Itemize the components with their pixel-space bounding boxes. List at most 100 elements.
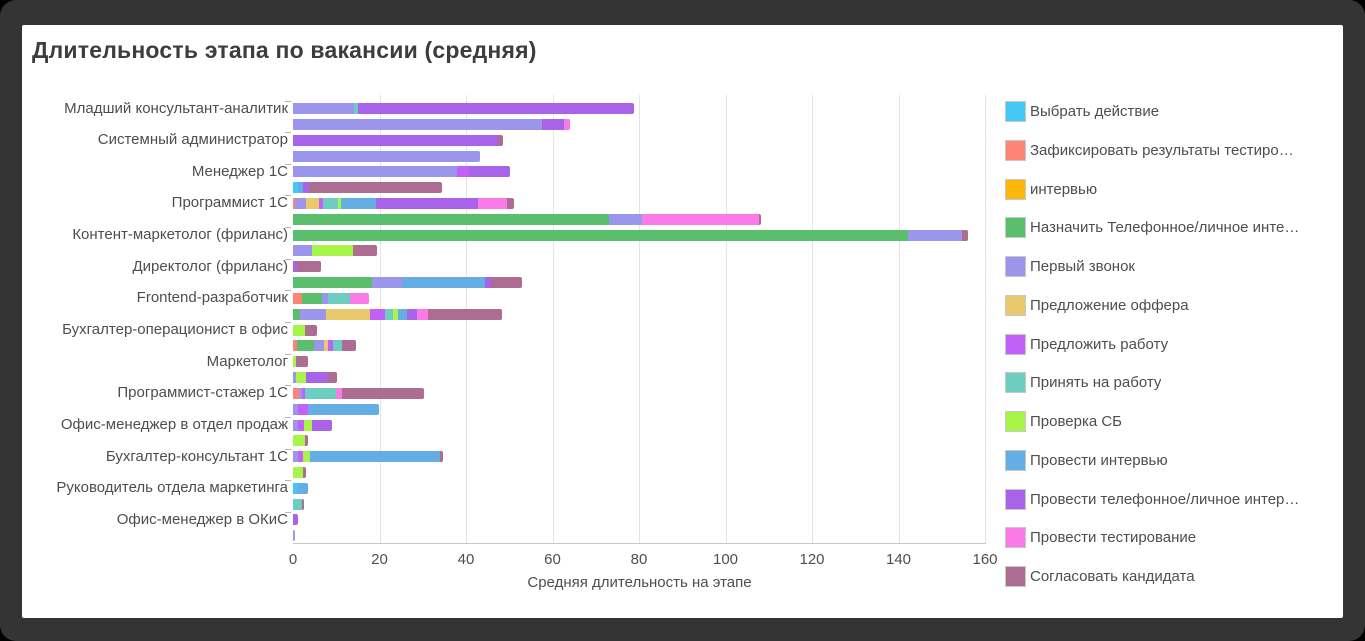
bar-row[interactable] [293,166,511,178]
bar-segment-soglasovat[interactable] [296,261,322,273]
bar-segment-sb[interactable] [312,245,354,257]
bar-row[interactable] [293,419,333,431]
bar-segment-prov_tel[interactable] [312,419,333,431]
bar-segment-sb[interactable] [293,467,304,478]
bar-row[interactable] [293,182,442,194]
bar-row[interactable] [293,324,318,336]
bar-row[interactable] [293,372,337,384]
bar-segment-prov_tel[interactable] [375,197,479,209]
bar-segment-sb[interactable] [296,372,306,384]
legend-item-zafix[interactable]: Зафиксировать результаты тестиро… [1005,139,1294,161]
bar-segment-offer[interactable] [325,308,370,320]
bar-segment-prov_tel[interactable] [293,261,297,273]
bar-segment-prov_interv[interactable] [296,482,309,494]
bar-segment-predlozhit[interactable] [297,419,305,431]
bar-segment-prinyat[interactable] [293,498,303,510]
bar-segment-predlozhit[interactable] [297,451,304,463]
bar-segment-pervy[interactable] [294,197,306,209]
bar-row[interactable] [293,213,762,225]
bar-segment-predlozhit[interactable] [302,387,306,399]
bar-segment-soglasovat[interactable] [962,229,969,241]
bar-segment-prov_interv[interactable] [341,197,376,209]
bar-segment-soglasovat[interactable] [491,277,523,289]
bar-segment-naznachit[interactable] [293,213,610,225]
bar-segment-pervy[interactable] [299,387,303,399]
bar-segment-soglasovat[interactable] [428,308,503,320]
bar-segment-naznachit[interactable] [302,292,322,304]
bar-segment-prov_tel[interactable] [485,277,492,289]
bar-segment-sb[interactable] [303,451,310,463]
bar-segment-prov_tel[interactable] [406,308,418,320]
bar-segment-pervy[interactable] [314,340,325,352]
bar-segment-prinyat[interactable] [327,292,351,304]
bar-segment-pervy[interactable] [293,372,297,384]
legend-item-soglasovat[interactable]: Согласовать кандидата [1005,566,1195,587]
bar-segment-zafix[interactable] [293,387,300,399]
bar-segment-pervy[interactable] [293,245,313,257]
bar-segment-sb[interactable] [393,308,398,320]
bar-segment-zafix[interactable] [293,292,303,304]
bar-segment-sb[interactable] [293,435,306,447]
bar-segment-prov_interv[interactable] [397,308,407,320]
bar-row[interactable] [293,498,305,510]
bar-segment-predlozhit[interactable] [318,197,324,209]
bar-segment-prov_test[interactable] [478,197,507,209]
legend-item-naznachit[interactable]: Назначить Телефонное/личное инте… [1005,217,1299,239]
bar-segment-pervy[interactable] [293,103,354,114]
bar-segment-soglasovat[interactable] [759,213,762,225]
bar-segment-prov_tel[interactable] [303,182,309,194]
bar-segment-pervy[interactable] [908,229,963,241]
bar-segment-offer[interactable] [305,197,319,209]
bar-row[interactable] [293,134,504,146]
bar-segment-soglasovat[interactable] [353,245,378,257]
bar-row[interactable] [293,356,309,368]
bar-segment-soglasovat[interactable] [303,467,307,478]
bar-segment-prov_test[interactable] [641,213,760,225]
bar-row[interactable] [293,530,296,542]
bar-segment-prinyat[interactable] [323,197,338,209]
bar-segment-naznachit[interactable] [293,277,373,289]
bar-row[interactable] [293,292,370,304]
bar-segment-naznachit[interactable] [293,229,908,241]
bar-segment-naznachit[interactable] [297,340,315,352]
bar-segment-naznachit[interactable] [293,308,300,320]
legend-item-prov_test[interactable]: Провести тестирование [1005,527,1196,549]
bar-segment-soglasovat[interactable] [440,451,444,463]
bar-segment-prov_test[interactable] [335,387,343,399]
bar-segment-sb[interactable] [337,197,342,209]
legend-item-pervy[interactable]: Первый звонок [1005,256,1135,277]
bar-row[interactable] [293,308,503,320]
bar-segment-prinyat[interactable] [305,387,336,399]
bar-segment-vybrat[interactable] [293,482,297,494]
bar-segment-sb[interactable] [293,356,296,368]
bar-segment-prinyat[interactable] [385,308,394,320]
bar-segment-prov_tel[interactable] [542,118,564,130]
legend-item-sb[interactable]: Проверка СБ [1005,411,1122,432]
bar-row[interactable] [293,482,309,494]
bar-segment-pervy[interactable] [293,166,458,178]
legend-item-interv[interactable]: интервью [1005,178,1097,200]
bar-row[interactable] [293,514,298,526]
bar-segment-pervy[interactable] [609,213,642,225]
bar-row[interactable] [293,435,308,447]
bar-row[interactable] [293,277,523,289]
bar-segment-prov_tel[interactable] [293,514,298,526]
bar-segment-soglasovat[interactable] [308,182,442,194]
bar-segment-prov_interv[interactable] [298,182,304,194]
bar-segment-soglasovat[interactable] [506,197,514,209]
bar-segment-prov_tel[interactable] [357,103,634,114]
bar-segment-prov_test[interactable] [563,118,571,130]
bar-row[interactable] [293,451,444,463]
bar-segment-pervy[interactable] [293,403,299,415]
bar-segment-prov_tel[interactable] [468,166,511,178]
bar-segment-predlozhit[interactable] [369,308,386,320]
bar-segment-pervy[interactable] [293,118,543,130]
bar-segment-pervy[interactable] [293,530,296,542]
bar-segment-prov_interv[interactable] [307,403,379,415]
bar-segment-zafix[interactable] [293,197,295,209]
bar-row[interactable] [293,197,514,209]
bar-segment-soglasovat[interactable] [342,340,356,352]
bar-segment-prov_tel[interactable] [305,372,329,384]
legend-item-offer[interactable]: Предложение оффера [1005,294,1189,316]
bar-segment-prinyat[interactable] [333,340,343,352]
